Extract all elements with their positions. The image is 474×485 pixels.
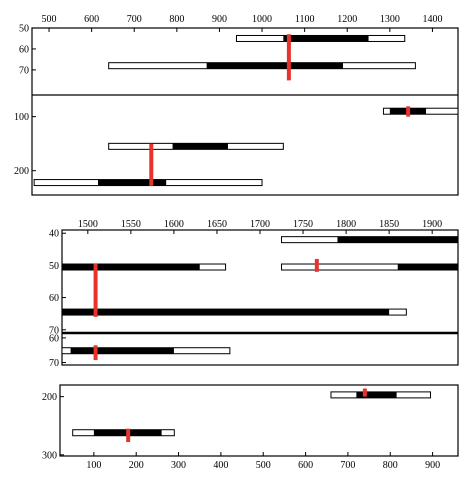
panel-a-s1-plot [33,106,459,187]
age-range-solid-0 [70,347,174,354]
panel-b: 1500 1550 1600 1650 1700 1750 1800 1850 1900 40 5… [49,219,459,369]
x-tick-label-1600: 1600 [164,219,184,230]
x-tick-label-1500: 1500 [78,219,98,230]
age-range-solid-1 [62,264,200,271]
panel-c: 100 200 300 400 500 600 700 800 900 200 300 [42,384,459,471]
panel-a-xaxis: 500 600 700 800 900 1000 1100 1200 1300 1400 [42,14,442,32]
y-tick-label-60: 60 [49,293,59,304]
x-tick-label-1300: 1300 [380,14,400,25]
panel-b-s1-plot [61,345,231,361]
y-tick-label-70: 70 [49,325,59,336]
panel-b-xaxis: 1500 1550 1600 1650 1700 1750 1800 1850 1900 [78,219,442,234]
age-range-solid-3 [62,309,390,316]
panel-a: 500 600 700 800 900 1000 1100 1200 1300 1400 50 60… [14,14,459,196]
x-tick-label-900: 900 [212,14,227,25]
x-tick-label-1800: 1800 [336,219,356,230]
y-tick-label-70: 70 [49,358,59,369]
y-tick-label-40: 40 [49,229,59,240]
panel-b-frame [61,229,459,366]
y-tick-label-60: 60 [49,333,59,344]
panel-b-s1-yaxis: 60 70 [49,333,66,369]
x-tick-label-1700: 1700 [250,219,270,230]
x-tick-label-900: 900 [425,460,440,471]
age-range-solid-0 [283,35,369,42]
age-range-solid-0 [337,236,458,243]
x-tick-label-500: 500 [42,14,57,25]
y-tick-label-60: 60 [19,44,29,55]
x-tick-label-1550: 1550 [121,219,141,230]
age-range-solid-2 [397,264,458,271]
x-tick-label-1100: 1100 [295,14,315,25]
age-range-solid-0 [356,391,397,398]
x-tick-label-300: 300 [171,460,186,471]
x-tick-label-1400: 1400 [422,14,442,25]
panel-b-s0-plot [61,236,459,317]
x-tick-label-1200: 1200 [337,14,357,25]
x-tick-label-1750: 1750 [293,219,313,230]
x-tick-label-700: 700 [127,14,142,25]
panel-c-xaxis: 100 200 300 400 500 600 700 800 900 [86,452,440,471]
y-tick-label-50: 50 [49,261,59,272]
panel-a-s0-yaxis: 50 60 70 [19,24,36,76]
x-tick-label-500: 500 [256,460,271,471]
y-tick-label-200: 200 [14,166,29,177]
panel-c-frame [59,384,459,457]
x-tick-label-1000: 1000 [252,14,272,25]
x-tick-label-400: 400 [213,460,228,471]
x-tick-label-800: 800 [383,460,398,471]
x-tick-label-1900: 1900 [422,219,442,230]
x-tick-label-600: 600 [298,460,313,471]
panel-a-s1-yaxis: 100 200 [14,112,36,177]
x-tick-label-100: 100 [86,460,101,471]
panel-c-s0-yaxis: 200 300 [42,392,64,461]
y-tick-label-70: 70 [19,65,29,76]
y-tick-label-50: 50 [19,24,29,35]
x-tick-label-1650: 1650 [207,219,227,230]
panel-b-s0-yaxis: 40 50 60 70 [49,229,66,336]
age-range-solid-1 [206,62,343,69]
age-range-solid-1 [172,143,228,150]
y-tick-label-200: 200 [42,392,57,403]
x-tick-label-200: 200 [129,460,144,471]
y-tick-label-300: 300 [42,450,57,461]
x-tick-label-1850: 1850 [379,219,399,230]
x-tick-label-800: 800 [169,14,184,25]
y-tick-label-100: 100 [14,112,29,123]
panel-a-s0-plot [108,34,416,81]
age-range-solid-2 [98,179,167,186]
panel-c-s0-plot [72,388,431,443]
x-tick-label-600: 600 [84,14,99,25]
x-tick-label-700: 700 [340,460,355,471]
